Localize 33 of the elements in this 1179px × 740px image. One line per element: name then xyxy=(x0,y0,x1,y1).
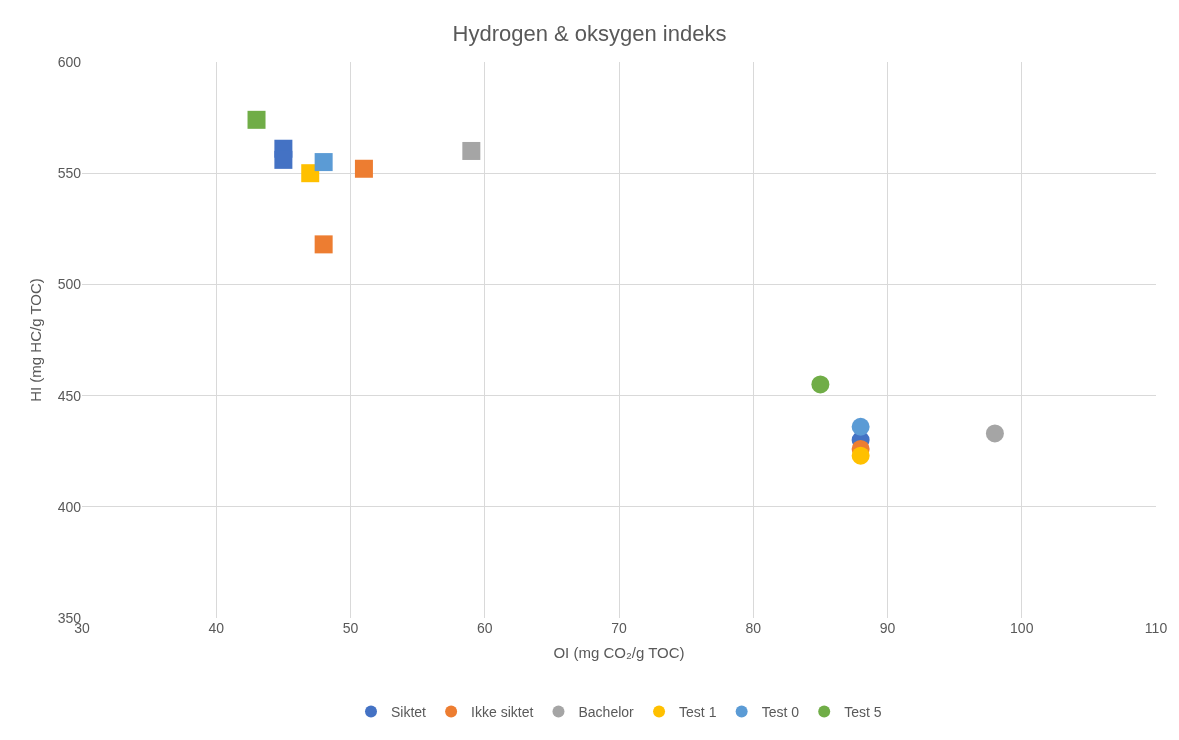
legend-label: Test 1 xyxy=(679,703,717,720)
point xyxy=(985,424,1004,443)
y-tick-label: 550 xyxy=(57,165,82,182)
y-tick-label: 600 xyxy=(57,53,82,70)
point xyxy=(247,110,266,129)
x-tick-label: 80 xyxy=(745,620,762,636)
point xyxy=(274,150,293,169)
point xyxy=(354,159,373,178)
x-tick-label: 90 xyxy=(879,620,896,636)
legend-label: Bachelor xyxy=(578,703,635,720)
point xyxy=(314,153,333,172)
legend-label: Test 5 xyxy=(844,703,882,720)
x-tick-label: 110 xyxy=(1144,620,1168,636)
y-tick-label: 500 xyxy=(57,276,82,293)
legend-label: Test 0 xyxy=(761,703,800,720)
legend-label: Ikke siktet xyxy=(471,703,534,720)
y-tick-label: 450 xyxy=(57,387,82,404)
point xyxy=(314,235,333,254)
x-tick-label: 50 xyxy=(342,620,359,636)
y-tick-label: 400 xyxy=(57,498,82,515)
x-tick-label: 70 xyxy=(611,620,627,636)
x-tick-label: 60 xyxy=(476,620,493,636)
point xyxy=(851,417,870,436)
point xyxy=(851,446,870,465)
x-axis-title: OI (mg CO₂/g TOC) xyxy=(553,644,685,661)
legend-label: Siktet xyxy=(391,703,427,720)
y-axis-title: HI (mg HC/g TOC) xyxy=(26,278,44,402)
x-tick-label: 100 xyxy=(1010,620,1034,636)
point xyxy=(462,141,481,160)
point xyxy=(811,375,830,394)
chart-title: Hydrogen & oksygen indeks xyxy=(452,21,727,47)
x-tick-label: 40 xyxy=(208,620,225,636)
point xyxy=(301,164,320,183)
